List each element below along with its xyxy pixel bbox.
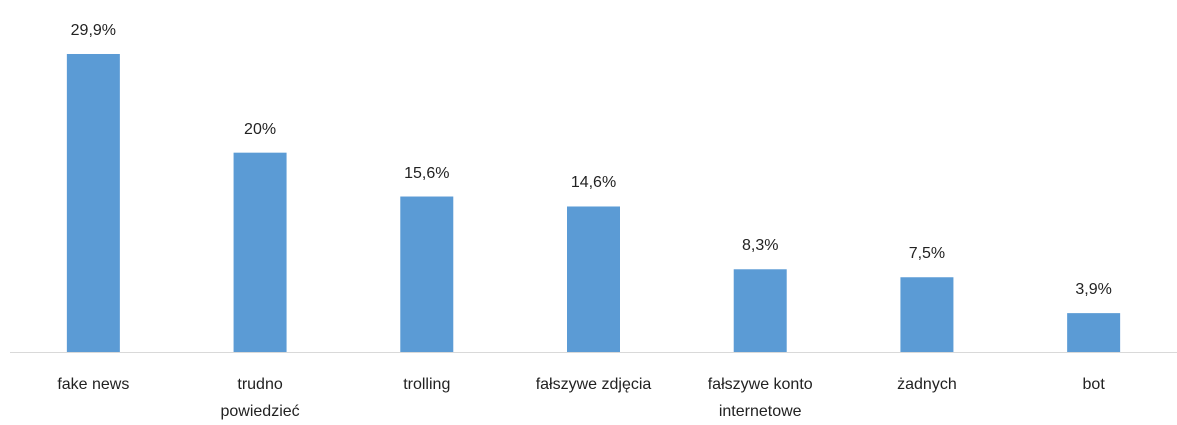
bar [66, 53, 120, 352]
bar [733, 269, 787, 352]
bar [233, 152, 287, 352]
bar [900, 277, 954, 352]
bar [567, 206, 620, 352]
bar [1067, 313, 1121, 352]
value-label: 15,6% [404, 164, 450, 182]
value-label: 20% [244, 120, 277, 138]
x-tick-label: bot [1082, 376, 1105, 393]
x-tick-label: fałszywe zdjęcia [535, 376, 652, 393]
x-tick-label: fałszywe konto internetowe [707, 376, 813, 420]
value-label: 14,6% [570, 174, 617, 192]
x-tick-label: trolling [403, 376, 451, 393]
x-tick-label: fake news [57, 376, 130, 393]
value-label: 29,9% [70, 21, 117, 39]
x-tick-label: trudno powiedzieć [220, 376, 300, 420]
value-label: 7,5% [908, 245, 946, 263]
x-tick-label: żadnych [897, 376, 957, 393]
value-label: 3,9% [1075, 281, 1112, 299]
value-label: 8,3% [741, 237, 779, 255]
bar [400, 196, 454, 352]
